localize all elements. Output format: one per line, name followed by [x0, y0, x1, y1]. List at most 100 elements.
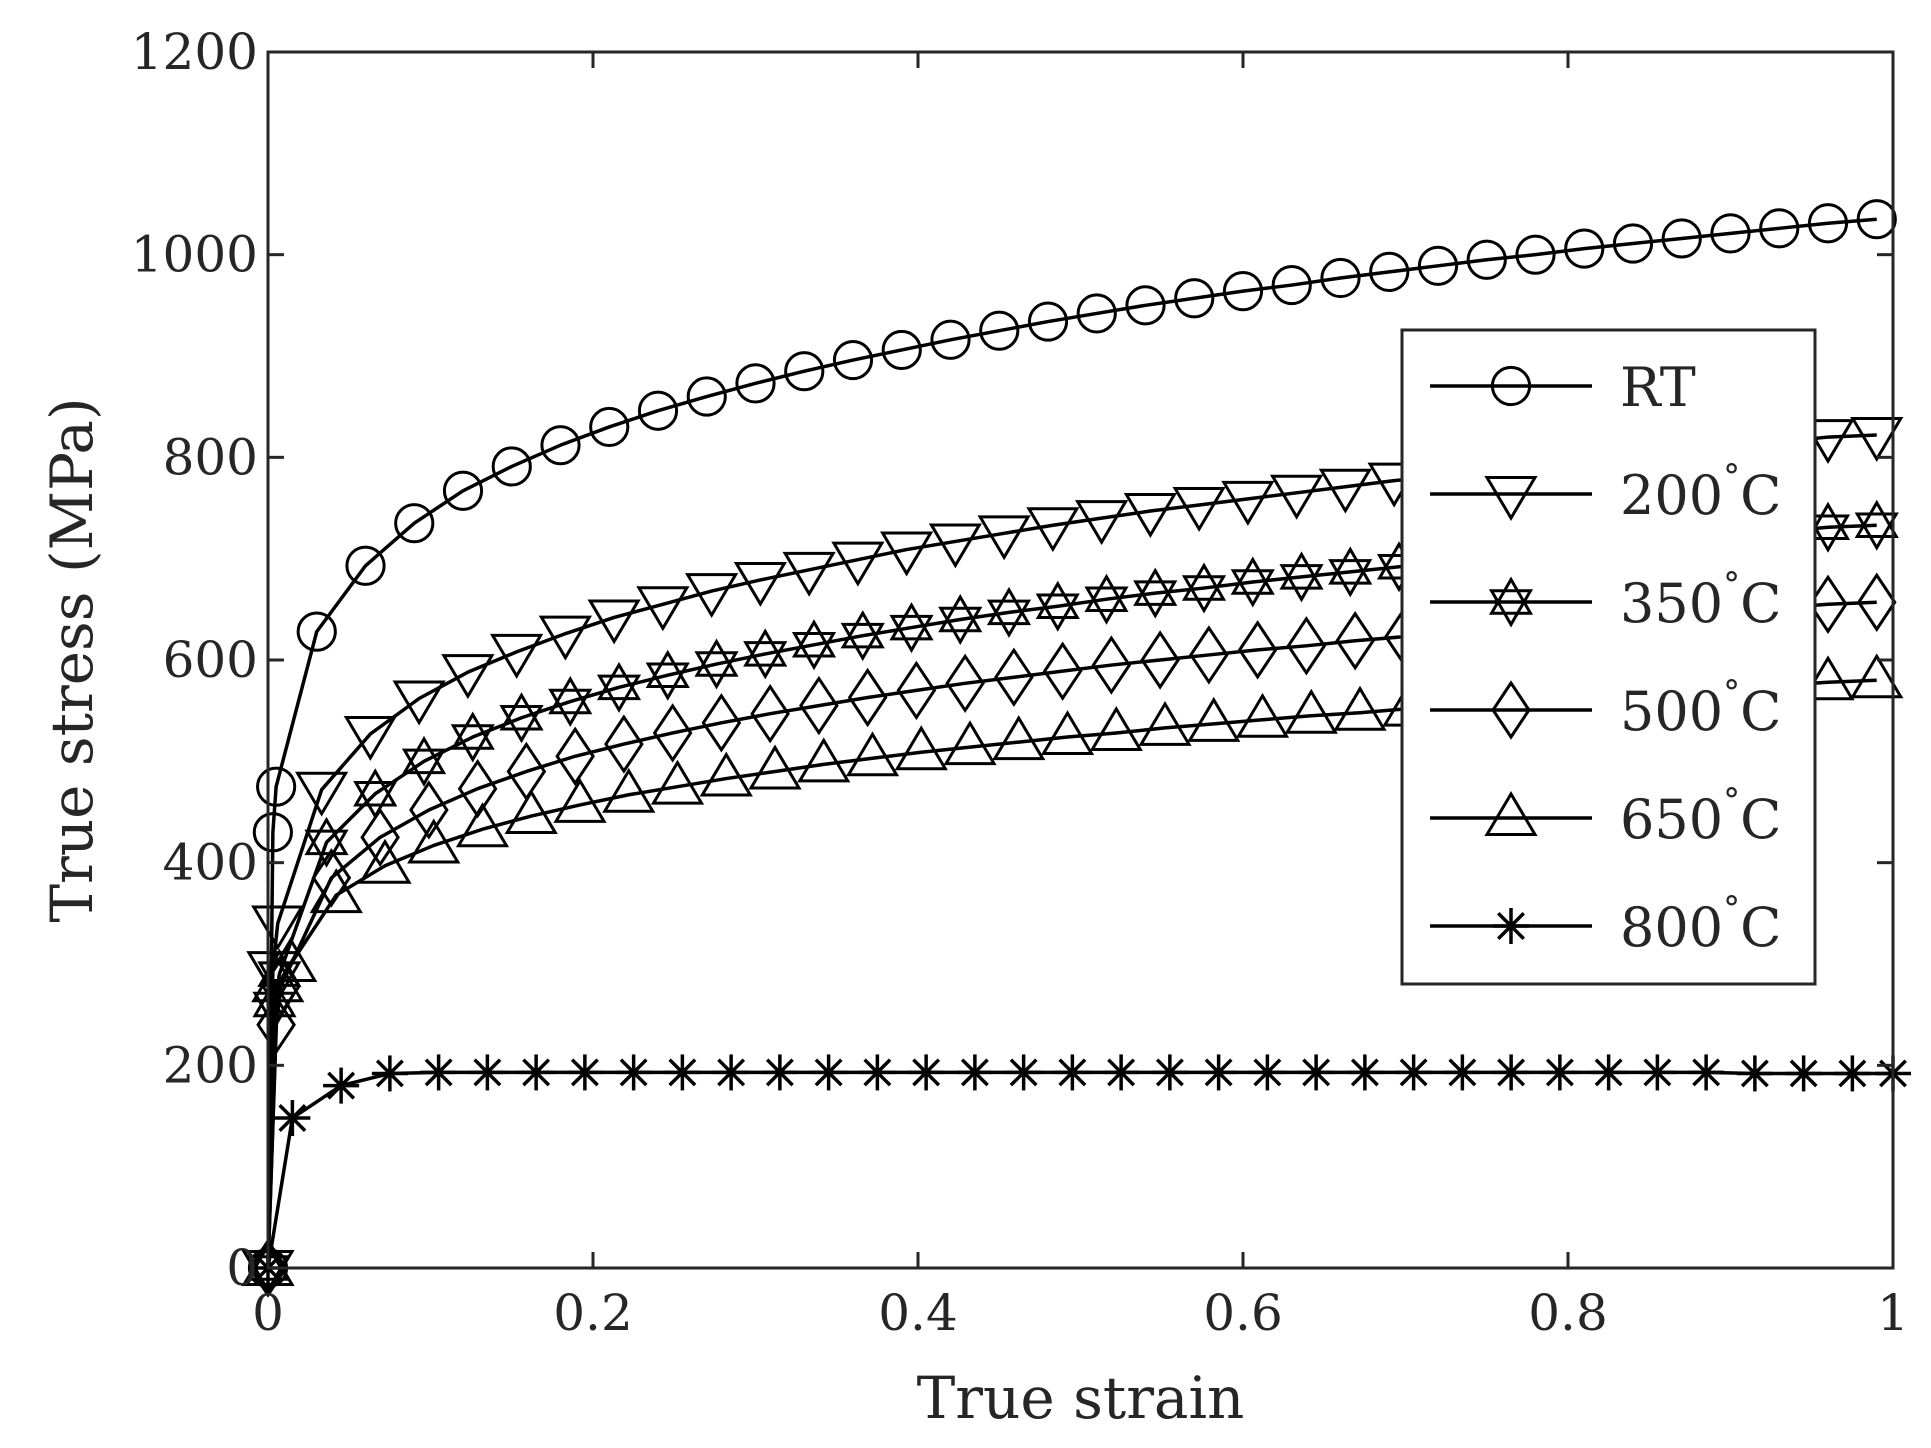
data-point-800-part — [619, 1058, 648, 1087]
data-point-800 — [1493, 1054, 1530, 1091]
data-point-800-part — [1740, 1059, 1769, 1088]
legend-label: 800°C — [1620, 889, 1781, 959]
data-point-350-part — [1328, 559, 1373, 598]
data-point-350-part — [401, 748, 447, 787]
legend-marker — [1491, 680, 1531, 740]
series-rt — [247, 199, 1897, 1289]
data-point-800 — [810, 1054, 847, 1091]
data-point-800 — [1103, 1054, 1140, 1091]
data-point-200 — [636, 586, 690, 632]
data-point-650 — [1333, 685, 1387, 731]
data-point-350 — [353, 768, 398, 820]
data-point-350 — [1328, 546, 1373, 598]
data-point-200 — [684, 573, 739, 619]
data-point-500 — [945, 653, 985, 714]
y-tick-label: 0 — [226, 1239, 258, 1297]
data-point-800 — [1834, 1055, 1871, 1092]
data-point-350 — [938, 593, 983, 645]
legend-label: RT — [1620, 356, 1696, 419]
data-point-650 — [1235, 692, 1290, 738]
data-point-350-part — [353, 781, 398, 820]
data-point-800-part — [1789, 1059, 1818, 1088]
data-point-500 — [799, 675, 839, 736]
data-point-500 — [1286, 616, 1327, 676]
series-line-350 — [266, 523, 1877, 1269]
data-point-350-part — [1084, 586, 1129, 625]
data-point-800 — [615, 1054, 652, 1091]
data-point-800 — [859, 1054, 896, 1091]
data-point-rt — [1271, 264, 1312, 306]
data-point-350 — [1279, 551, 1324, 603]
data-point-rt — [1807, 203, 1849, 244]
data-point-350-part — [1854, 512, 1899, 551]
legend-label: 200°C — [1620, 457, 1781, 527]
data-point-500 — [750, 684, 790, 744]
data-point-800-part — [912, 1058, 941, 1087]
data-point-350 — [986, 586, 1032, 638]
y-tick-label: 400 — [163, 834, 258, 892]
data-point-650 — [1089, 706, 1143, 751]
data-point-200 — [1074, 500, 1129, 546]
data-point-rt — [686, 376, 727, 417]
data-point-350-part — [499, 692, 544, 731]
data-point-800-part — [1204, 1058, 1233, 1087]
data-point-350-part — [791, 632, 837, 671]
series-line-650 — [266, 678, 1877, 1269]
legend-marker — [1490, 365, 1532, 407]
data-point-800-part — [960, 1058, 989, 1087]
data-point-800-part — [1838, 1059, 1867, 1088]
data-point-800-part — [717, 1058, 746, 1087]
data-point-800 — [1249, 1054, 1286, 1091]
data-point-350-part — [1279, 564, 1324, 603]
data-point-650 — [1187, 696, 1241, 742]
data-point-350-part — [252, 979, 297, 1018]
series-500 — [248, 572, 1897, 1298]
data-point-rt — [540, 425, 581, 466]
data-point-800-part — [1643, 1058, 1672, 1087]
data-point-800-part — [1448, 1058, 1477, 1087]
data-point-350-part — [548, 688, 593, 728]
data-point-500 — [555, 726, 595, 786]
x-axis-title: True strain — [917, 1364, 1245, 1432]
data-point-rt — [637, 390, 679, 431]
data-point-200 — [1026, 507, 1080, 553]
data-point-rt — [1759, 208, 1800, 249]
data-point-350 — [694, 638, 739, 690]
data-point-800 — [1298, 1054, 1335, 1091]
data-point-350-part — [596, 661, 642, 701]
data-point-500 — [994, 647, 1034, 707]
data-point-650 — [407, 818, 461, 864]
data-point-350-part — [1181, 575, 1227, 614]
legend-item-350: 350°C — [1430, 565, 1781, 635]
series-line-500 — [266, 600, 1877, 1269]
data-point-650 — [992, 715, 1046, 761]
legend-label: 350°C — [1620, 565, 1781, 635]
legend-marker-part — [1497, 912, 1525, 940]
data-point-650 — [699, 751, 753, 797]
data-point-rt — [1710, 213, 1751, 254]
data-point-rt — [1661, 218, 1702, 259]
data-point-350-part — [938, 593, 983, 633]
legend: RT 200°C 350°C 500°C 650°C 800°C — [1400, 328, 1817, 986]
data-point-200 — [977, 515, 1031, 561]
ticks-layer: 0 0.2 0.4 0.6 0.8 1 0 200 400 600 800 1000 1200 — [131, 23, 1909, 1342]
data-point-rt — [1125, 285, 1166, 326]
data-point-350 — [548, 676, 593, 728]
data-point-350-part — [889, 614, 934, 654]
data-point-500 — [847, 667, 888, 728]
data-point-650 — [650, 759, 705, 805]
data-point-200 — [587, 599, 641, 645]
data-point-200 — [251, 905, 305, 951]
data-point-800-part — [424, 1058, 453, 1087]
data-point-800 — [518, 1054, 555, 1091]
data-point-350-part — [1133, 580, 1178, 619]
data-point-350 — [1854, 499, 1899, 551]
series-layer — [241, 199, 1911, 1298]
data-point-500 — [248, 1238, 288, 1298]
data-point-800-part — [375, 1059, 404, 1088]
data-point-350 — [1181, 562, 1227, 614]
data-point-rt — [394, 503, 435, 544]
legend-item-800: 800°C — [1430, 889, 1781, 959]
data-point-rt — [442, 470, 484, 511]
